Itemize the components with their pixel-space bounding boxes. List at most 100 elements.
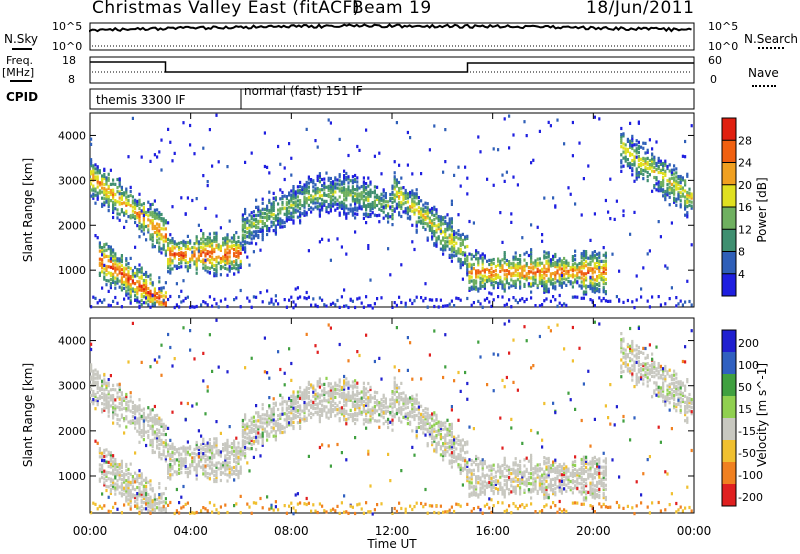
velocity-cell — [138, 416, 141, 420]
velocity-cell — [120, 465, 123, 469]
velocity-cell — [279, 412, 282, 416]
power-cell — [582, 274, 585, 278]
power-cell — [556, 304, 559, 308]
velocity-cell — [303, 400, 306, 405]
power-cell — [530, 296, 533, 300]
power-cell — [259, 219, 262, 223]
velocity-cell — [332, 393, 335, 397]
velocity-cell — [129, 488, 132, 493]
velocity-cell — [195, 469, 198, 473]
power-cell — [406, 208, 409, 212]
power-cell — [472, 301, 475, 305]
power-cell — [589, 266, 592, 270]
power-cell — [175, 266, 178, 270]
velocity-cell — [142, 494, 145, 499]
power-cell — [512, 265, 515, 269]
power-cell — [426, 236, 429, 240]
power-cell — [285, 213, 288, 217]
velocity-cell — [261, 443, 264, 447]
velocity-cell — [296, 492, 299, 496]
velocity-cell — [151, 416, 154, 420]
power-cell — [347, 191, 350, 195]
power-cell — [415, 202, 418, 206]
velocity-cell — [272, 406, 275, 410]
velocity-cell — [241, 453, 244, 457]
power-cell — [549, 262, 552, 266]
velocity-cell — [151, 505, 154, 509]
power-cell — [591, 281, 594, 285]
velocity-cell — [120, 484, 123, 488]
power-cell — [233, 233, 236, 238]
power-cell — [345, 304, 348, 308]
power-cell — [514, 269, 517, 273]
power-cell — [305, 184, 308, 189]
power-cell — [589, 287, 592, 291]
power-cell — [151, 225, 154, 229]
velocity-cell — [202, 468, 205, 472]
power-cell — [503, 255, 506, 259]
power-cell — [336, 202, 339, 206]
power-cell — [263, 224, 266, 228]
power-cell — [659, 181, 662, 185]
power-cell — [305, 297, 308, 301]
power-cell — [486, 177, 489, 181]
power-cell — [428, 224, 431, 228]
velocity-cell — [252, 415, 255, 419]
velocity-cell — [156, 419, 159, 424]
power-cell — [538, 273, 541, 277]
power-cell — [109, 283, 112, 288]
power-cell — [554, 254, 557, 259]
velocity-cell — [138, 490, 141, 494]
velocity-cell — [235, 436, 238, 440]
velocity-cell — [160, 506, 163, 510]
power-cell — [501, 295, 504, 299]
power-cell — [593, 282, 596, 286]
power-cell — [114, 192, 117, 197]
velocity-cell — [138, 482, 141, 486]
power-cell — [453, 236, 456, 240]
power-cell — [195, 263, 198, 267]
velocity-cell — [226, 442, 229, 447]
power-cell — [362, 194, 365, 198]
velocity-cell — [266, 420, 269, 424]
velocity-cell — [248, 425, 251, 429]
power-cell — [109, 249, 112, 253]
power-cell — [173, 242, 176, 246]
power-cell — [118, 177, 121, 181]
power-cell — [598, 288, 601, 292]
power-cell — [101, 250, 104, 254]
power-cell — [558, 257, 561, 261]
velocity-cell — [266, 430, 269, 434]
power-cell — [329, 191, 332, 195]
velocity-cell — [226, 467, 229, 471]
velocity-cell — [123, 474, 126, 478]
velocity-cell — [290, 419, 293, 423]
velocity-cell — [103, 398, 106, 402]
power-cell — [545, 284, 548, 288]
power-cell — [589, 281, 592, 285]
velocity-cell — [307, 380, 310, 384]
velocity-cell — [303, 407, 306, 411]
power-cell — [503, 179, 506, 183]
power-cell — [508, 272, 511, 276]
power-cell — [327, 188, 330, 192]
power-cell — [516, 272, 519, 276]
power-cell — [439, 229, 442, 233]
velocity-cell — [96, 390, 99, 394]
power-cell — [686, 174, 689, 178]
velocity-cell — [233, 439, 236, 443]
power-cell — [358, 200, 361, 204]
power-cell — [123, 268, 126, 272]
power-cell — [101, 178, 104, 182]
power-cell — [688, 195, 691, 199]
power-cell — [400, 204, 403, 208]
power-cell — [668, 181, 671, 185]
power-cell — [255, 230, 258, 234]
power-cell — [114, 203, 117, 207]
velocity-cell — [321, 411, 324, 415]
power-cell — [321, 198, 324, 202]
power-cell — [268, 301, 271, 305]
velocity-cell — [235, 452, 238, 456]
power-cell — [101, 258, 104, 262]
power-cell — [525, 272, 528, 276]
